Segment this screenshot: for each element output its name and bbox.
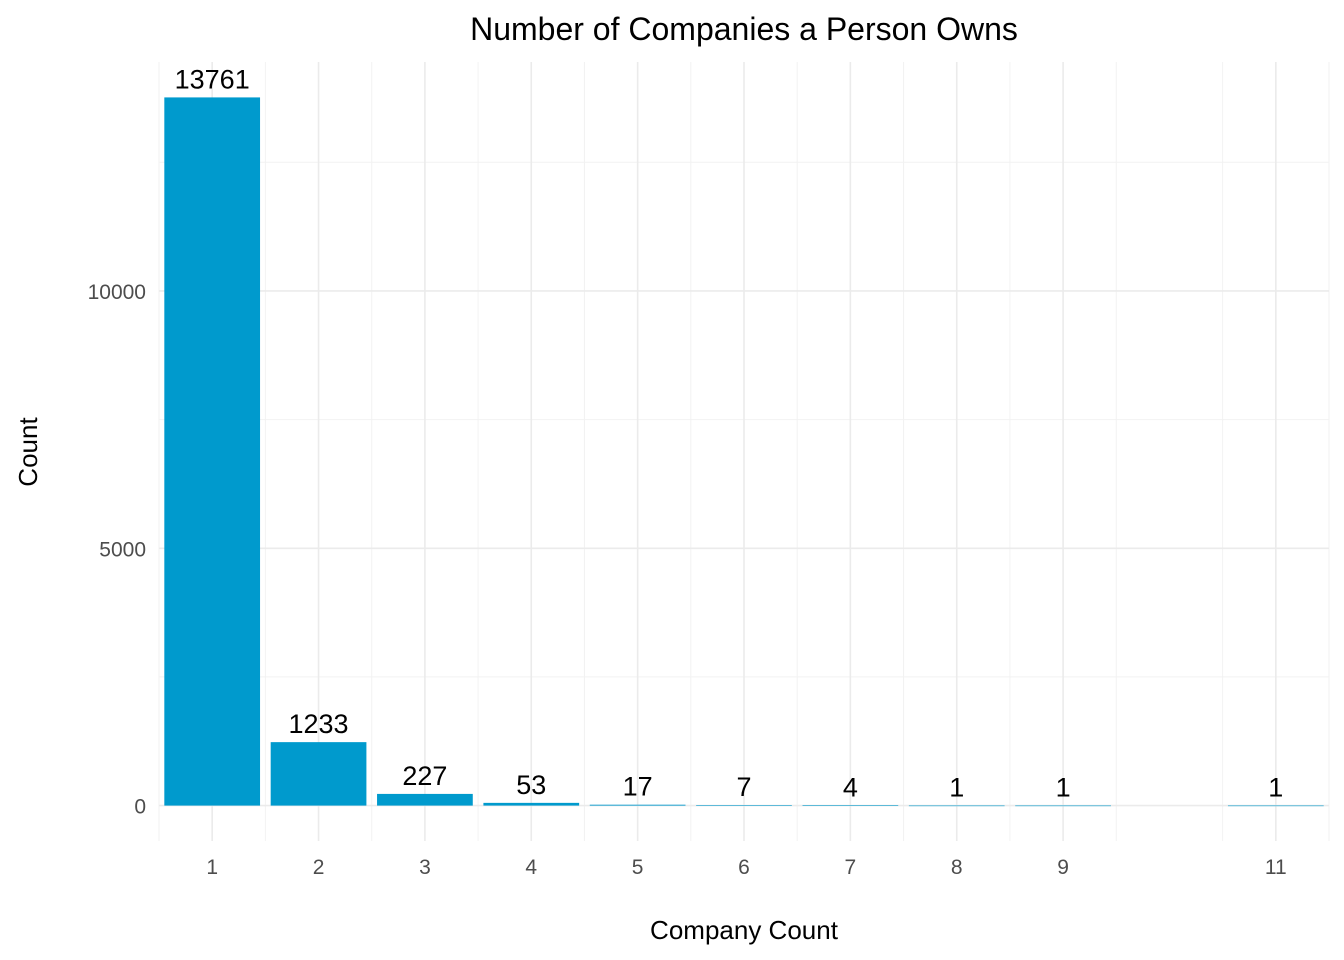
bar-value-label: 1: [949, 773, 964, 803]
bar: [270, 742, 367, 806]
y-axis-title: Count: [13, 417, 43, 487]
bar-value-label: 1233: [289, 709, 349, 739]
x-tick-label: 5: [632, 856, 644, 879]
y-tick-label: 0: [134, 796, 146, 819]
bar: [802, 805, 899, 806]
x-tick-label: 8: [951, 856, 963, 879]
x-tick-label: 6: [738, 856, 750, 879]
x-tick-label: 7: [845, 856, 857, 879]
x-tick-label: 4: [525, 856, 537, 879]
x-tick-label: 3: [419, 856, 431, 879]
bar: [377, 793, 473, 806]
bar-value-label: 227: [402, 761, 447, 791]
bar-value-label: 1: [1056, 773, 1071, 803]
chart-title: Number of Companies a Person Owns: [470, 11, 1018, 47]
grid-lines: [158, 62, 1330, 841]
bar: [483, 802, 580, 806]
bar-value-label: 4: [843, 772, 858, 802]
bar: [696, 805, 792, 806]
y-axis-ticks: 0 5000 10000: [88, 281, 146, 819]
bar-value-label: 1: [1268, 773, 1283, 803]
y-tick-label: 10000: [88, 281, 146, 304]
bar: [1227, 805, 1324, 807]
bar: [908, 805, 1005, 807]
x-axis-title: Company Count: [650, 915, 839, 945]
bar-value-label: 7: [736, 772, 751, 802]
bar-value-label: 53: [516, 770, 546, 800]
bars: [164, 97, 1324, 807]
x-tick-label: 1: [206, 856, 218, 879]
bar-value-label: 13761: [175, 64, 250, 94]
bar-labels: 13761 1233 227 53 17 7 4 1 1 1: [175, 64, 1284, 802]
bar-value-label: 17: [623, 772, 653, 802]
bar: [589, 804, 686, 806]
x-tick-label: 9: [1057, 856, 1069, 879]
bar: [164, 97, 261, 806]
x-tick-label: 2: [313, 856, 325, 879]
bar: [1015, 805, 1111, 807]
y-tick-label: 5000: [99, 538, 146, 561]
x-tick-label: 11: [1265, 856, 1287, 879]
x-axis-ticks: 1 2 3 4 5 6 7 8 9 11: [206, 856, 1286, 879]
